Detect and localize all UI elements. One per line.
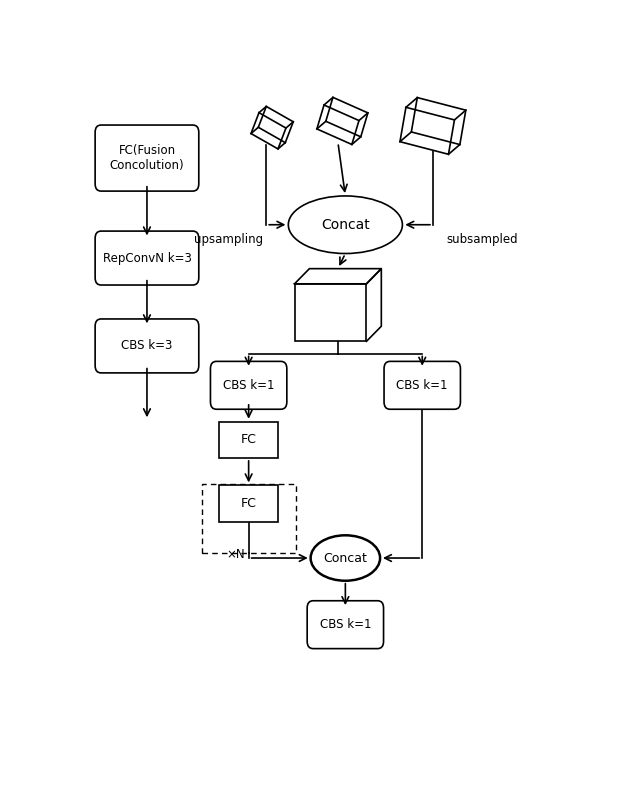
Text: Concat: Concat [321, 218, 370, 231]
FancyBboxPatch shape [95, 231, 199, 285]
Text: CBS k=3: CBS k=3 [121, 339, 173, 353]
Text: RepConvN k=3: RepConvN k=3 [102, 252, 191, 264]
Bar [219, 486, 278, 522]
Text: upsampling: upsampling [194, 234, 264, 246]
FancyBboxPatch shape [95, 319, 199, 373]
Text: CBS k=1: CBS k=1 [223, 379, 275, 392]
Text: ×N: ×N [227, 548, 245, 560]
FancyBboxPatch shape [95, 125, 199, 191]
Ellipse shape [310, 535, 380, 581]
Text: FC: FC [241, 497, 257, 510]
FancyBboxPatch shape [307, 600, 383, 648]
Bar [219, 422, 278, 458]
Text: Concat: Concat [323, 552, 367, 564]
Text: subsampled: subsampled [446, 234, 518, 246]
Bar [202, 484, 296, 553]
FancyBboxPatch shape [211, 361, 287, 409]
Text: FC(Fusion
Concolution): FC(Fusion Concolution) [109, 144, 184, 172]
Ellipse shape [288, 196, 403, 253]
FancyBboxPatch shape [384, 361, 460, 409]
Text: CBS k=1: CBS k=1 [397, 379, 448, 392]
Text: FC: FC [241, 434, 257, 446]
Text: CBS k=1: CBS k=1 [319, 618, 371, 631]
Bar [294, 284, 367, 342]
